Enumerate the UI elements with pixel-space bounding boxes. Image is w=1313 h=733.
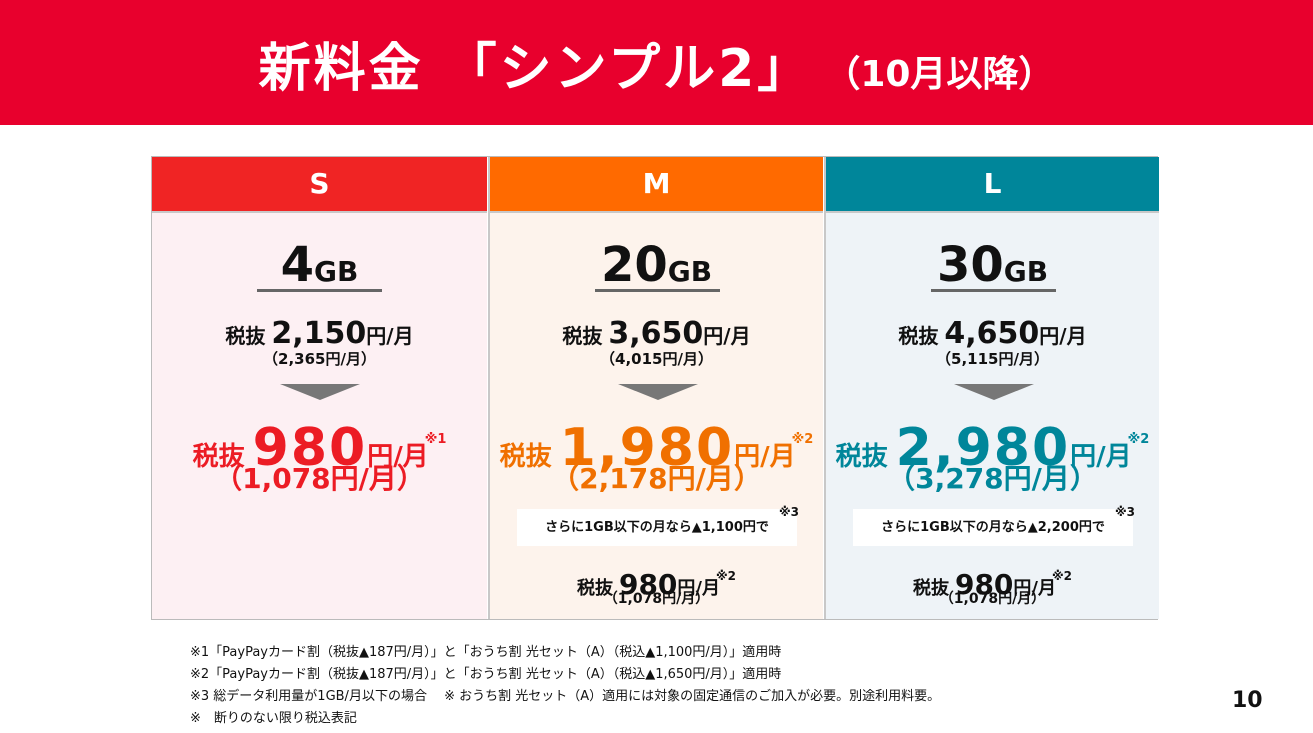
condition-note: ※3 bbox=[1114, 505, 1135, 519]
unit: 円/月 bbox=[734, 442, 796, 472]
footnote: ※2「PayPayカード割（税抜▲187円/月）」と「おうち割 光セット（A）（… bbox=[190, 667, 782, 682]
data-number: 30 bbox=[936, 237, 1004, 293]
tax-label: 税抜 bbox=[835, 442, 888, 472]
plan-column: S 4GB 税抜 2,150円/月 （2,365円/月） 税抜 980円/月※1 （1,078… bbox=[152, 157, 487, 619]
arrow bbox=[280, 384, 360, 400]
data-unit: GB bbox=[314, 255, 359, 288]
tax-label: 税抜 bbox=[576, 578, 613, 599]
unit: 円/月 bbox=[1013, 578, 1056, 599]
price: 4,650 bbox=[944, 316, 1040, 351]
unit: 円/月 bbox=[703, 324, 751, 348]
unit: 円/月 bbox=[1070, 442, 1132, 472]
tax-label: 税抜 bbox=[898, 324, 939, 348]
data-number: 4 bbox=[280, 237, 315, 293]
price: 3,650 bbox=[608, 316, 704, 351]
plan-name: L bbox=[826, 157, 1159, 213]
tax-label: 税抜 bbox=[912, 578, 949, 599]
tax-label: 税抜 bbox=[225, 324, 266, 348]
extra-tax-incl: （1,078円/月） bbox=[939, 591, 1046, 607]
condition-text: さらに1GB以下の月なら▲1,100円で bbox=[545, 520, 769, 535]
note: ※2 bbox=[1052, 569, 1073, 583]
condition-box: さらに1GB以下の月なら▲2,200円で ※3 bbox=[853, 505, 1135, 546]
price: 980 bbox=[252, 418, 368, 478]
old-tax-incl: （5,115円/月） bbox=[936, 350, 1049, 368]
title: 新料金 「シンプル2」 bbox=[258, 39, 813, 99]
old-price: 税抜 2,150円/月 bbox=[152, 315, 487, 353]
arrow bbox=[954, 384, 1034, 400]
arrow bbox=[618, 384, 698, 400]
unit: 円/月 bbox=[677, 578, 720, 599]
note: ※2 bbox=[1127, 432, 1150, 447]
note: ※2 bbox=[716, 569, 737, 583]
new-price: 税抜 1,980円/月※2 bbox=[490, 407, 823, 478]
page-number: 10 bbox=[1232, 688, 1263, 713]
footnote: ※3 総データ利用量が1GB/月以下の場合 ※ おうち割 光セット（A）適用には… bbox=[190, 689, 941, 704]
underline bbox=[257, 289, 382, 292]
plan-table: S 4GB 税抜 2,150円/月 （2,365円/月） 税抜 980円/月※1 （1,078… bbox=[151, 156, 1159, 620]
tax-label: 税抜 bbox=[562, 324, 603, 348]
condition-text: さらに1GB以下の月なら▲2,200円で bbox=[881, 520, 1105, 535]
extra-price: 税抜 980円/月※2 bbox=[490, 560, 823, 601]
tax-label: 税抜 bbox=[192, 442, 245, 472]
underline bbox=[595, 289, 720, 292]
data-unit: GB bbox=[1003, 255, 1049, 288]
data-unit: GB bbox=[667, 255, 713, 288]
old-tax-incl: （2,365円/月） bbox=[263, 350, 376, 368]
subtitle: （10月以降） bbox=[842, 54, 1055, 95]
plan-name: M bbox=[490, 157, 823, 213]
price: 980 bbox=[618, 568, 678, 601]
price: 1,980 bbox=[559, 418, 735, 478]
unit: 円/月 bbox=[367, 442, 429, 472]
unit: 円/月 bbox=[366, 324, 414, 348]
condition-box: さらに1GB以下の月なら▲1,100円で ※3 bbox=[517, 505, 799, 546]
old-price: 税抜 4,650円/月 bbox=[826, 315, 1159, 353]
tax-label: 税抜 bbox=[499, 442, 552, 472]
note: ※2 bbox=[791, 432, 814, 447]
data-number: 20 bbox=[600, 237, 668, 293]
header-band: 新料金 「シンプル2」 （10月以降） bbox=[0, 0, 1313, 125]
extra-price: 税抜 980円/月※2 bbox=[826, 560, 1159, 601]
new-price: 税抜 2,980円/月※2 bbox=[826, 407, 1159, 478]
note: ※1 bbox=[424, 432, 447, 447]
title-line: 新料金 「シンプル2」 （10月以降） bbox=[0, 26, 1313, 101]
condition-note: ※3 bbox=[778, 505, 799, 519]
plan-column: M 20GB 税抜 3,650円/月 （4,015円/月） 税抜 1,980円/月※2 （2,… bbox=[488, 157, 823, 619]
new-tax-incl: （3,278円/月） bbox=[887, 462, 1098, 495]
price: 2,980 bbox=[895, 418, 1071, 478]
plan-name: S bbox=[152, 157, 487, 213]
data-amount: 4GB bbox=[152, 237, 487, 293]
price: 980 bbox=[954, 568, 1014, 601]
plan-column: L 30GB 税抜 4,650円/月 （5,115円/月） 税抜 2,980円/月※2 （3,… bbox=[824, 157, 1159, 619]
price: 2,150 bbox=[271, 316, 367, 351]
footnote: ※ 断りのない限り税込表記 bbox=[190, 711, 357, 726]
data-amount: 30GB bbox=[826, 237, 1159, 293]
old-tax-incl: （4,015円/月） bbox=[600, 350, 713, 368]
new-price: 税抜 980円/月※1 bbox=[152, 407, 487, 478]
data-amount: 20GB bbox=[490, 237, 823, 293]
new-tax-incl: （1,078円/月） bbox=[214, 462, 425, 495]
unit: 円/月 bbox=[1039, 324, 1087, 348]
new-tax-incl: （2,178円/月） bbox=[551, 462, 762, 495]
extra-tax-incl: （1,078円/月） bbox=[603, 591, 710, 607]
underline bbox=[931, 289, 1056, 292]
footnote: ※1「PayPayカード割（税抜▲187円/月）」と「おうち割 光セット（A）（… bbox=[190, 645, 782, 660]
old-price: 税抜 3,650円/月 bbox=[490, 315, 823, 353]
